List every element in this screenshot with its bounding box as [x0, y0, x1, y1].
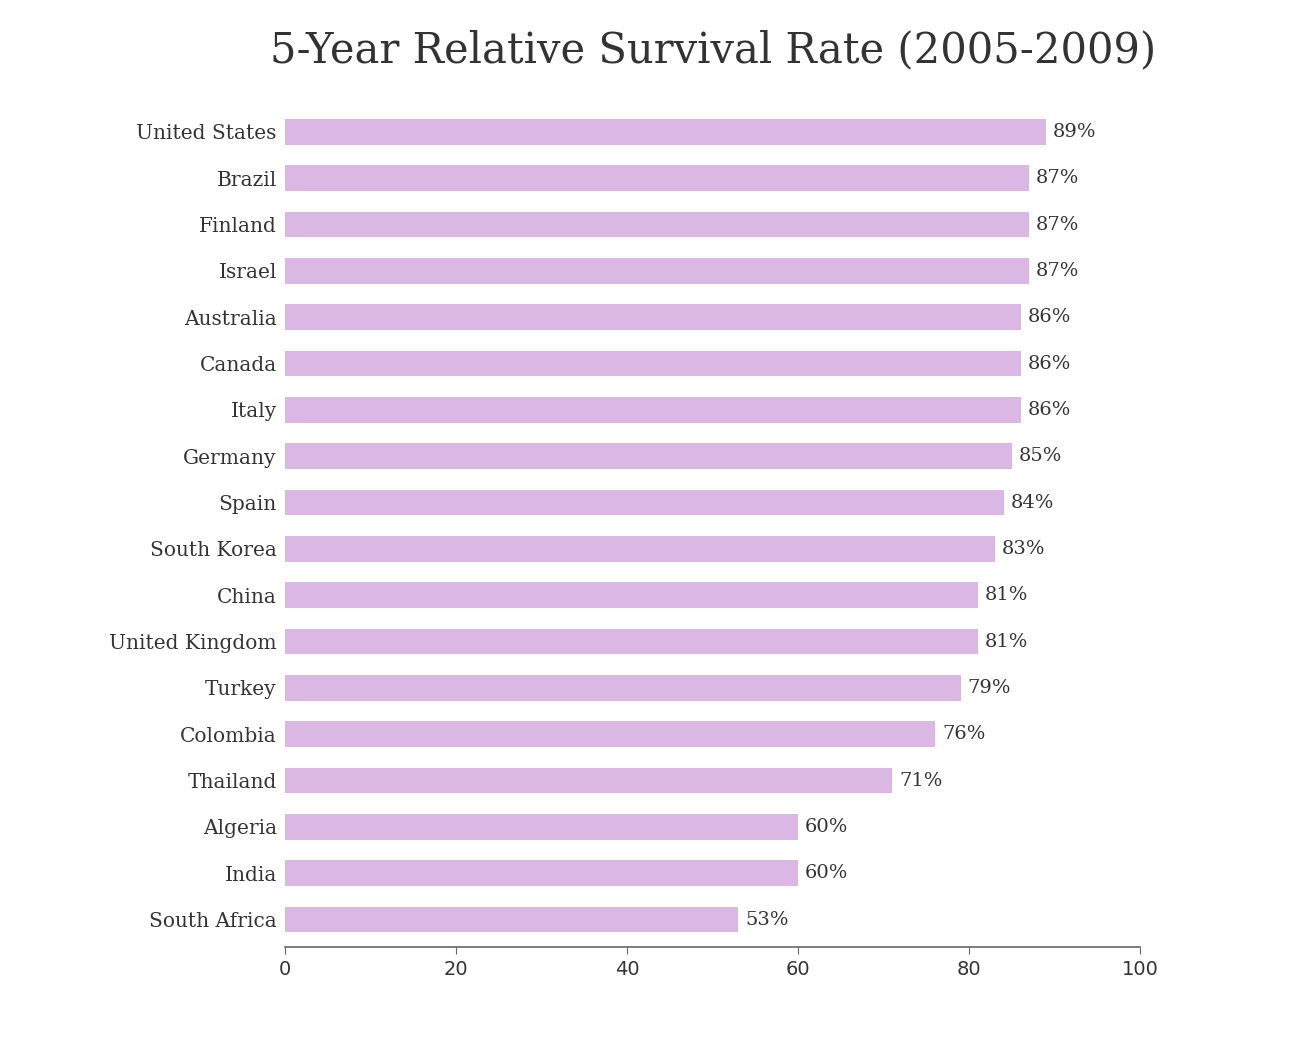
- Text: 76%: 76%: [942, 726, 985, 743]
- Bar: [285, 768, 893, 793]
- Text: 87%: 87%: [1036, 170, 1080, 187]
- Text: 81%: 81%: [985, 586, 1028, 604]
- Title: 5-Year Relative Survival Rate (2005-2009): 5-Year Relative Survival Rate (2005-2009…: [270, 29, 1156, 72]
- Bar: [285, 443, 1012, 468]
- Text: 53%: 53%: [745, 911, 789, 929]
- Bar: [285, 166, 1029, 191]
- Bar: [285, 351, 1021, 376]
- Bar: [285, 814, 798, 840]
- Text: 79%: 79%: [968, 679, 1011, 696]
- Bar: [285, 676, 960, 701]
- Bar: [285, 721, 936, 747]
- Bar: [285, 861, 798, 886]
- Text: 89%: 89%: [1054, 123, 1096, 141]
- Text: 87%: 87%: [1036, 215, 1080, 233]
- Text: 60%: 60%: [805, 864, 849, 882]
- Text: 60%: 60%: [805, 818, 849, 836]
- Bar: [285, 907, 739, 933]
- Bar: [285, 536, 995, 561]
- Text: 86%: 86%: [1028, 308, 1070, 326]
- Text: 87%: 87%: [1036, 262, 1080, 280]
- Text: 86%: 86%: [1028, 401, 1070, 418]
- Bar: [285, 119, 1046, 145]
- Bar: [285, 258, 1029, 283]
- Bar: [285, 211, 1029, 237]
- Text: 86%: 86%: [1028, 355, 1070, 373]
- Bar: [285, 583, 978, 608]
- Bar: [285, 304, 1021, 330]
- Text: 84%: 84%: [1011, 493, 1054, 511]
- Text: 81%: 81%: [985, 633, 1028, 651]
- Text: 71%: 71%: [899, 771, 942, 789]
- Text: 83%: 83%: [1002, 540, 1046, 558]
- Text: 85%: 85%: [1019, 448, 1063, 465]
- Bar: [285, 629, 978, 655]
- Bar: [285, 490, 1003, 515]
- Bar: [285, 397, 1021, 423]
